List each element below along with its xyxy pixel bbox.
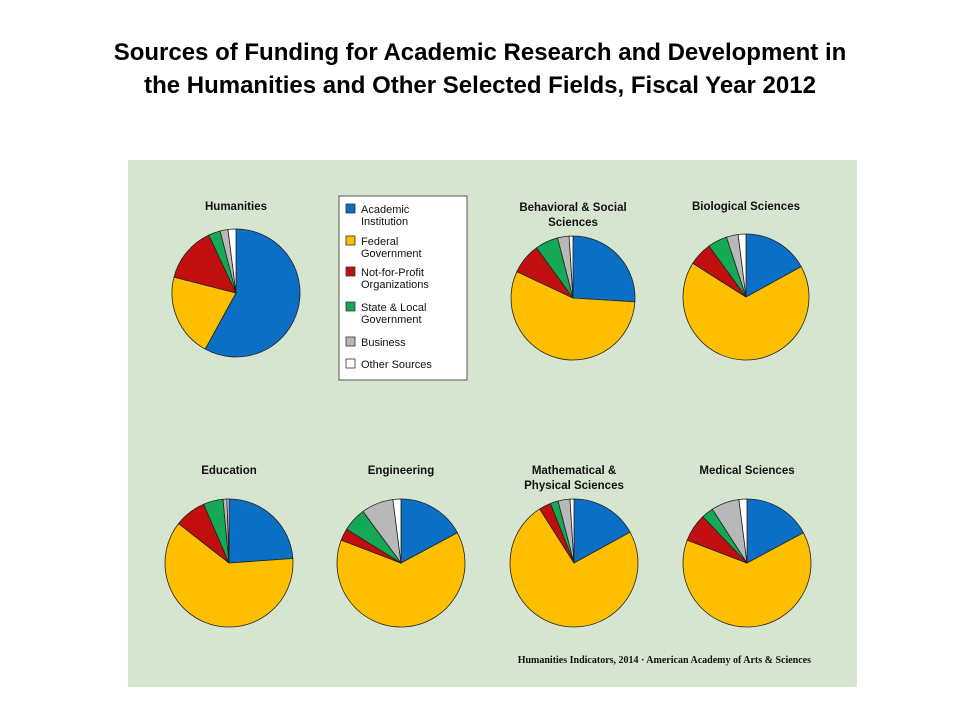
pie-slice-other-sources — [227, 228, 237, 294]
legend-label: Government — [361, 314, 422, 326]
pie-slice-federal-government — [171, 276, 237, 350]
legend-swatch-not-for-profit-organizations — [345, 266, 356, 277]
legend-swatch-academic-institution — [345, 203, 356, 214]
legend-label: Other Sources — [361, 359, 432, 371]
pie-slice-academic-institution — [745, 233, 802, 298]
chart-panel: Humanities Behavioral & Social Sciences Bio… — [128, 160, 857, 687]
pie-slice-federal-government — [682, 262, 810, 361]
pie-title: Medical Sciences — [699, 465, 794, 477]
pie-slice-other-sources — [568, 235, 574, 299]
legend-swatch-business — [345, 336, 356, 347]
legend-box — [338, 195, 468, 381]
pie-slice-federal-government — [164, 522, 294, 628]
pie-slice-not-for-profit-organizations — [173, 234, 237, 294]
pie-slice-federal-government — [682, 532, 812, 628]
pie-title: Biological Sciences — [692, 201, 800, 213]
page-title-line-2: the Humanities and Other Selected Fields… — [144, 72, 816, 99]
page-title-line-1: Sources of Funding for Academic Research… — [113, 39, 847, 66]
pie-title: Sciences — [548, 217, 598, 229]
legend-label: Business — [361, 337, 406, 349]
pie-chart-medical-sciences: Medical Sciences — [682, 465, 812, 628]
pie-slice-academic-institution — [228, 498, 294, 564]
pie-chart-biological-sciences: Biological Sciences — [682, 201, 810, 361]
pie-slice-federal-government — [509, 508, 639, 628]
pie-slice-other-sources — [226, 498, 230, 564]
legend-label: Institution — [361, 216, 408, 228]
legend-label: Academic — [361, 204, 410, 216]
legend-swatch-other-sources — [345, 358, 356, 369]
legend-label: Not-for-Profit — [361, 267, 424, 279]
pie-slice-other-sources — [737, 233, 747, 298]
pie-slice-academic-institution — [572, 235, 636, 303]
pie-slice-academic-institution — [746, 498, 804, 564]
legend-swatch-state-local-government — [345, 301, 356, 312]
pie-slice-other-sources — [392, 498, 402, 564]
legend-label: Organizations — [361, 279, 429, 291]
legend-label: Government — [361, 248, 422, 260]
pie-slice-other-sources — [569, 498, 575, 564]
pie-slice-academic-institution — [573, 498, 631, 564]
pie-chart-humanities: Humanities — [171, 201, 301, 358]
legend-label: Federal — [361, 236, 398, 248]
pie-chart-behavioral-social-sciences: Behavioral & Social Sciences — [510, 202, 636, 361]
source-credit: Humanities Indicators, 2014 · American A… — [518, 655, 811, 666]
legend: AcademicInstitutionFederalGovernmentNot-… — [338, 195, 468, 381]
pie-slice-academic-institution — [204, 228, 301, 358]
pie-title: Physical Sciences — [524, 480, 624, 492]
pie-slice-federal-government — [336, 532, 466, 628]
pie-charts-figure: Humanities Behavioral & Social Sciences Bio… — [164, 195, 812, 666]
page-title: Sources of Funding for Academic Research… — [20, 36, 940, 102]
legend-swatch-federal-government — [345, 235, 356, 246]
pie-slice-other-sources — [738, 498, 748, 564]
pie-title: Education — [201, 465, 257, 477]
pie-title: Engineering — [368, 465, 434, 477]
pie-chart-engineering: Engineering — [336, 465, 466, 628]
pie-slice-academic-institution — [400, 498, 458, 564]
pie-title: Mathematical & — [532, 465, 616, 477]
pie-title: Behavioral & Social — [519, 202, 626, 214]
pie-title: Humanities — [205, 201, 267, 213]
pie-chart-mathematical-physical-sciences: Mathematical & Physical Sciences — [509, 465, 639, 628]
pie-chart-education: Education — [164, 465, 294, 628]
pie-slice-federal-government — [510, 271, 636, 361]
legend-label: State & Local — [361, 302, 426, 314]
